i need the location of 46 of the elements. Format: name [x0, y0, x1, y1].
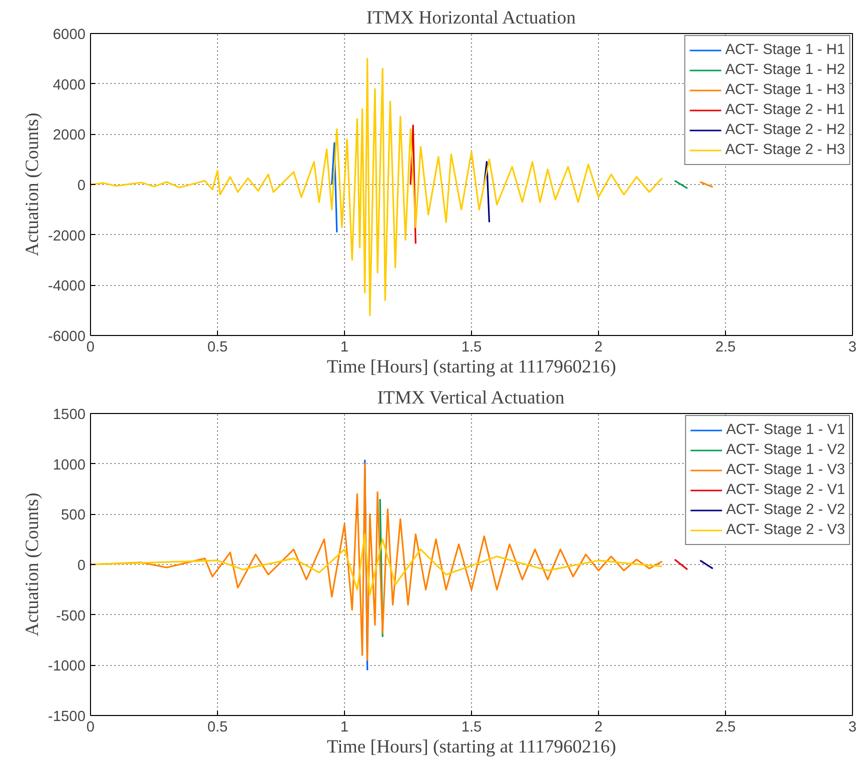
legend-label: ACT- Stage 1 - V2	[726, 442, 845, 458]
line-series	[90, 534, 663, 596]
x-tick-label: 1.5	[461, 720, 482, 736]
x-tick-label: 2.5	[715, 340, 736, 356]
y-tick-label: 6000	[52, 27, 86, 43]
legend-label: ACT- Stage 1 - H1	[725, 42, 845, 58]
line-series	[90, 58, 663, 316]
x-tick-label: 0.5	[207, 340, 228, 356]
chart-title: ITMX Horizontal Actuation	[366, 8, 576, 28]
y-axis-title: Actuation (Counts)	[22, 492, 44, 636]
y-tick-label: 2000	[52, 128, 86, 144]
legend-label: ACT- Stage 1 - H3	[725, 82, 845, 98]
legend-label: ACT- Stage 1 - H2	[725, 62, 845, 78]
y-tick-label: 1500	[52, 407, 86, 423]
x-axis-title: Time [Hours] (starting at 1117960216)	[326, 736, 616, 758]
x-tick-label: 1.5	[461, 340, 482, 356]
y-tick-label: 0	[77, 178, 86, 194]
y-tick-label: 4000	[52, 77, 86, 94]
y-tick-label: -6000	[48, 329, 86, 345]
x-axis-title: Time [Hours] (starting at 1117960216)	[326, 356, 616, 378]
legend-label: ACT- Stage 2 - V1	[726, 482, 845, 498]
y-tick-label: -1500	[48, 709, 86, 725]
legend-label: ACT- Stage 2 - H2	[725, 122, 845, 138]
x-tick-label: 3	[848, 340, 857, 356]
y-axis-title: Actuation (Counts)	[22, 112, 44, 256]
legend-label: ACT- Stage 2 - H1	[725, 102, 845, 118]
y-tick-label: -2000	[48, 228, 86, 244]
x-tick-label: 1	[340, 720, 349, 736]
x-tick-label: 2	[594, 720, 603, 736]
legend-label: ACT- Stage 2 - V2	[726, 502, 845, 518]
legend-label: ACT- Stage 2 - V3	[726, 522, 845, 538]
x-tick-label: 1	[340, 340, 349, 356]
legend-label: ACT- Stage 1 - V1	[726, 422, 845, 438]
y-tick-label: 500	[61, 508, 86, 524]
y-tick-label: -500	[56, 608, 86, 624]
y-tick-label: 1000	[52, 457, 86, 474]
chart-title: ITMX Vertical Actuation	[377, 388, 566, 408]
legend-label: ACT- Stage 2 - H3	[725, 142, 845, 158]
legend-label: ACT- Stage 1 - V3	[726, 462, 845, 478]
x-tick-label: 3	[848, 720, 857, 736]
y-tick-label: -1000	[48, 658, 86, 675]
x-tick-label: 2.5	[715, 720, 736, 736]
y-tick-label: 0	[77, 558, 86, 574]
x-tick-label: 0.5	[207, 720, 228, 736]
y-tick-label: -4000	[48, 278, 86, 295]
x-tick-label: 2	[594, 340, 603, 356]
